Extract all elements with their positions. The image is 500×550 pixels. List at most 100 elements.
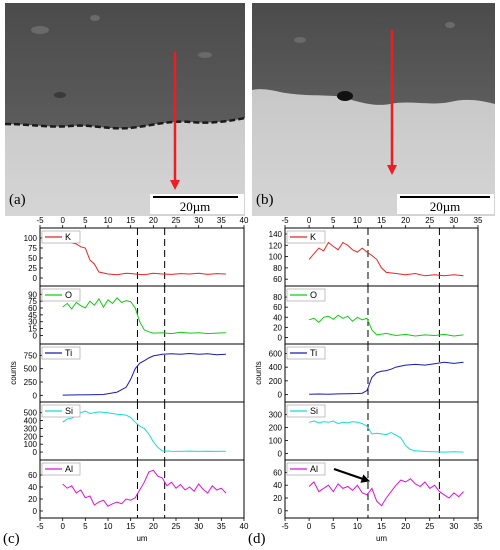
x-tick-label-bottom: 35 xyxy=(217,522,226,531)
x-tick-label-top: 5 xyxy=(331,216,336,225)
x-axis-label: um xyxy=(376,534,387,543)
series-line-al xyxy=(62,469,227,507)
y-tick-label: 300 xyxy=(269,410,283,419)
micrograph-a: 20µm (a) xyxy=(4,3,246,216)
sem-particle xyxy=(31,26,49,34)
legend-label: Si xyxy=(310,406,318,416)
y-tick-label: 400 xyxy=(269,363,283,372)
y-tick-label: 50 xyxy=(28,254,37,263)
y-axis-label: counts xyxy=(9,361,18,385)
panel-letter-a: (a) xyxy=(9,192,26,208)
y-tick-label: 0 xyxy=(33,507,38,516)
legend-o: O xyxy=(41,288,81,302)
y-tick-label: 0 xyxy=(278,391,283,400)
x-tick-label-top: 15 xyxy=(377,216,386,225)
y-tick-label: 20 xyxy=(28,495,37,504)
y-tick-label: 20 xyxy=(273,323,282,332)
series-line-o xyxy=(308,314,464,337)
y-tick-label: 0 xyxy=(33,274,38,283)
y-tick-label: 100 xyxy=(24,440,38,449)
panel-letter-b: (b) xyxy=(256,192,274,208)
x-tick-label-top: 0 xyxy=(307,216,312,225)
series-line-al xyxy=(308,478,464,507)
y-tick-label: 75 xyxy=(28,297,37,306)
legend-si: Si xyxy=(286,404,326,418)
x-tick-label-top: 25 xyxy=(425,216,434,225)
sem-interface-a xyxy=(4,116,246,130)
y-tick-label: 0 xyxy=(278,507,283,516)
series-line-k xyxy=(62,239,226,276)
scale-bar-label-b: 20µm xyxy=(430,199,461,214)
legend-o: O xyxy=(286,288,326,302)
y-tick-label: 90 xyxy=(28,290,37,299)
legend-ti: Ti xyxy=(41,346,81,360)
x-tick-label-bottom: 25 xyxy=(425,522,434,531)
scale-bar-label-a: 20µm xyxy=(180,199,211,214)
y-tick-label: 100 xyxy=(269,253,283,262)
y-tick-label: 0 xyxy=(278,333,283,342)
y-tick-label: 25 xyxy=(28,264,37,273)
series-line-si xyxy=(308,420,464,453)
y-tick-label: 0 xyxy=(278,449,283,458)
y-tick-label: 20 xyxy=(273,494,282,503)
x-tick-label-bottom: 5 xyxy=(83,522,88,531)
legend-label: Si xyxy=(65,406,73,416)
x-tick-label-bottom: 15 xyxy=(377,522,386,531)
series-line-o xyxy=(62,297,226,335)
y-tick-label: 750 xyxy=(24,351,38,360)
panel-letter-d: (d) xyxy=(248,531,266,547)
scale-bar-box-a xyxy=(150,194,244,214)
y-tick-label: 40 xyxy=(273,313,282,322)
y-axis-label: counts xyxy=(254,361,263,385)
legend-si: Si xyxy=(41,404,81,418)
y-tick-label: 75 xyxy=(28,244,37,253)
x-tick-label-top: 40 xyxy=(240,216,249,225)
legend-label: O xyxy=(65,290,72,300)
legend-al: Al xyxy=(41,462,81,476)
y-tick-label: 600 xyxy=(269,349,283,358)
subplot-frame-al xyxy=(39,459,245,519)
x-tick-label-bottom: 30 xyxy=(194,522,203,531)
x-tick-label-top: 15 xyxy=(126,216,135,225)
series-line-ti xyxy=(309,361,464,395)
y-tick-label: 60 xyxy=(28,471,37,480)
legend-k: K xyxy=(286,230,326,244)
y-tick-label: 200 xyxy=(269,423,283,432)
x-tick-label-bottom: 10 xyxy=(104,522,113,531)
x-tick-label-top: -5 xyxy=(36,216,44,225)
legend-label: O xyxy=(310,290,317,300)
x-tick-label-bottom: -5 xyxy=(36,522,44,531)
y-tick-label: 80 xyxy=(273,264,282,273)
x-tick-label-top: 5 xyxy=(83,216,88,225)
series-line-si xyxy=(62,410,226,452)
x-tick-label-bottom: 10 xyxy=(353,522,362,531)
y-tick-label: 60 xyxy=(273,303,282,312)
y-tick-label: 15 xyxy=(28,325,37,334)
sem-particle xyxy=(90,15,100,21)
sem-particle xyxy=(445,22,455,28)
y-tick-label: 0 xyxy=(33,448,38,457)
sem-particle xyxy=(294,37,306,43)
x-tick-label-top: 30 xyxy=(449,216,458,225)
al-dip-arrow xyxy=(333,467,371,483)
y-tick-label: 140 xyxy=(269,230,283,239)
x-tick-label-top: 10 xyxy=(104,216,113,225)
x-tick-label-bottom: 40 xyxy=(240,522,249,531)
x-tick-label-top: 10 xyxy=(353,216,362,225)
x-axis-label: um xyxy=(136,534,147,543)
x-tick-label-top: 30 xyxy=(194,216,203,225)
y-tick-label: 120 xyxy=(269,241,283,250)
x-tick-label-top: 25 xyxy=(172,216,181,225)
x-tick-label-bottom: 35 xyxy=(474,522,483,531)
legend-label: K xyxy=(65,232,71,242)
y-tick-label: 100 xyxy=(24,234,38,243)
x-tick-label-top: 35 xyxy=(474,216,483,225)
legend-label: Ti xyxy=(310,348,317,358)
y-tick-label: 40 xyxy=(273,481,282,490)
x-tick-label-top: 0 xyxy=(60,216,65,225)
x-tick-label-bottom: 0 xyxy=(307,522,312,531)
sem-coating-a xyxy=(5,3,245,129)
